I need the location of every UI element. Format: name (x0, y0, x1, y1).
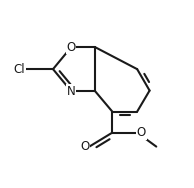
Text: Cl: Cl (14, 63, 25, 76)
Text: O: O (137, 126, 146, 139)
Text: N: N (67, 85, 75, 98)
Text: O: O (81, 140, 90, 153)
Text: O: O (67, 41, 76, 54)
